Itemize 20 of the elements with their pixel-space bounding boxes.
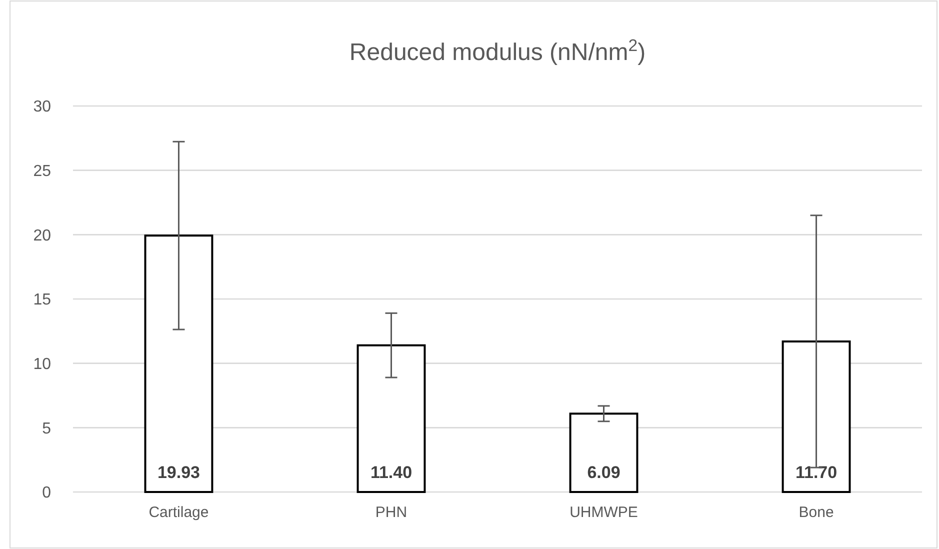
x-tick-label: UHMWPE <box>570 504 638 521</box>
bar <box>356 344 426 493</box>
bar <box>569 412 638 493</box>
data-label: 11.70 <box>795 463 838 482</box>
y-tick-label: 0 <box>42 484 52 502</box>
y-tick-label: 15 <box>33 292 52 309</box>
y-tick-label: 10 <box>33 356 52 373</box>
x-tick-label: Cartilage <box>148 504 209 521</box>
x-tick-label: Bone <box>798 504 834 521</box>
bar <box>782 340 851 493</box>
y-tick-label: 5 <box>42 420 52 438</box>
chart-title: Reduced modulus (nN/nm$^{2}$) <box>349 36 646 66</box>
data-label: 6.09 <box>587 463 620 482</box>
x-tick-label: PHN <box>375 504 408 521</box>
bar <box>144 234 214 493</box>
y-tick-label: 30 <box>33 98 52 116</box>
y-tick-label: 25 <box>33 162 52 180</box>
y-tick-label: 20 <box>33 227 52 244</box>
data-label: 19.93 <box>157 463 200 482</box>
data-label: 11.40 <box>370 463 412 482</box>
